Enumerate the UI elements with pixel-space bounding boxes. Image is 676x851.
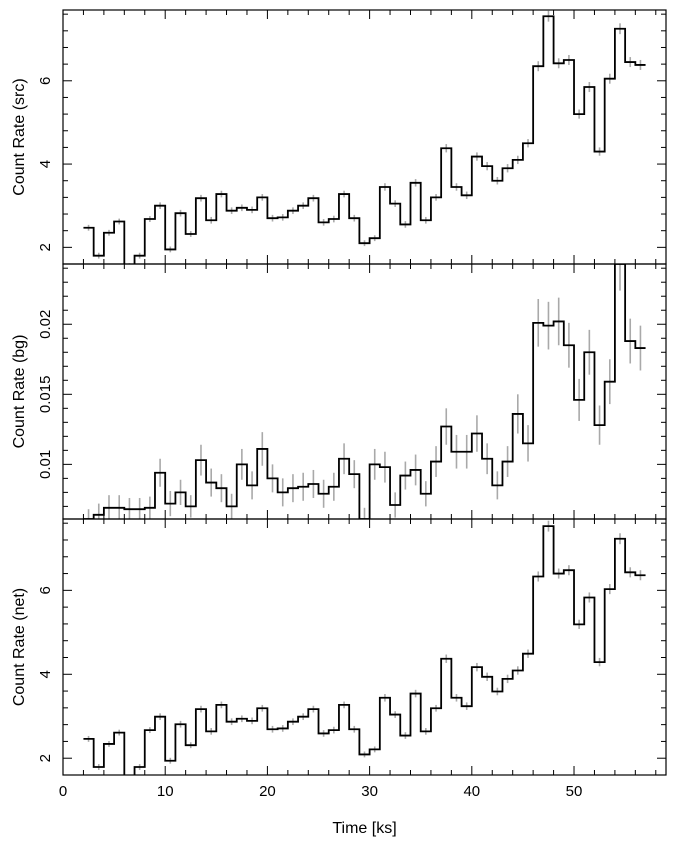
y-tick-label: 2 [37,243,54,251]
y-axis-label: Count Rate (net) [11,588,28,706]
x-tick-label: 40 [463,783,480,800]
y-tick-label: 6 [37,77,54,85]
y-axis-label: Count Rate (src) [11,78,28,195]
panel-2: 0.01 0.015 0.02 Count Rate (bg) [11,263,667,520]
y-axis-label: Count Rate (bg) [11,335,28,449]
y-tick-label: 6 [37,586,54,594]
panel-3: 2 4 6 Count Rate (net) 0 10 20 30 40 50 Time [ks] [11,518,667,837]
y-tick-label: 4 [37,670,54,678]
x-tick-label: 20 [259,783,276,800]
panel-frame [62,9,667,265]
panel-frame [62,518,667,776]
y-tick-label: 2 [37,754,54,762]
x-axis-label: Time [ks] [332,820,396,837]
x-tick-label: 10 [157,783,174,800]
panel-frame [62,263,667,520]
panel-3-plot-area [83,520,646,775]
x-tick-label: 0 [59,783,67,800]
y-tick-label: 4 [37,160,54,168]
panel-1: 2 4 6 Count Rate (src) [11,9,667,265]
series-line [83,15,646,264]
panel-2-plot-area [83,264,646,519]
series-line [83,525,646,775]
x-tick-label: 30 [361,783,378,800]
y-tick-label: 0.01 [37,450,54,479]
panel-1-plot-area [83,10,646,264]
y-tick-label: 0.015 [37,376,54,414]
x-tick-label: 50 [566,783,583,800]
series-line [83,264,646,519]
y-tick-label: 0.02 [37,310,54,339]
